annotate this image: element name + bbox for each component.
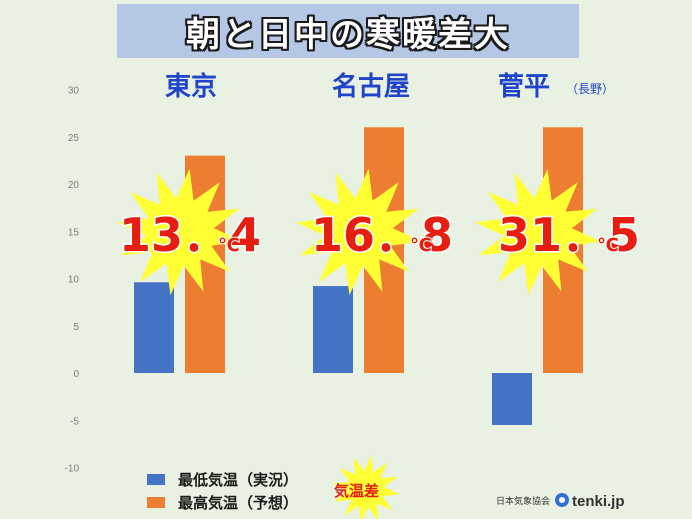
highlight-burst-2	[474, 168, 602, 296]
y-tick-label: 30	[68, 86, 80, 97]
title-banner: 朝と日中の寒暖差大	[117, 4, 579, 58]
difference-unit-1: ℃	[410, 235, 432, 256]
difference-value-0: 13．4	[119, 208, 261, 262]
bar-min-temp-1	[313, 286, 353, 373]
city-label-0: 東京	[165, 71, 217, 102]
y-tick-label: 25	[68, 133, 80, 144]
difference-value-1: 16．8	[311, 208, 453, 262]
y-tick-label: 0	[73, 369, 79, 380]
y-tick-label: -5	[70, 416, 79, 427]
legend-swatch-max	[147, 497, 165, 508]
legend-label-min: 最低気温（実況）	[178, 471, 298, 489]
chart-title: 朝と日中の寒暖差大	[186, 14, 510, 55]
difference-key-burst	[332, 455, 400, 519]
city-label-1: 名古屋	[332, 71, 410, 102]
legend-swatch-min	[147, 474, 165, 485]
y-tick-label: 5	[73, 322, 79, 333]
difference-unit-0: ℃	[218, 235, 240, 256]
y-tick-label: -10	[65, 464, 80, 475]
highlight-burst-1	[295, 168, 423, 296]
city-label-2: 菅平	[498, 72, 550, 102]
y-tick-label: 20	[68, 180, 80, 191]
city-note-2: （長野）	[566, 82, 614, 96]
y-tick-label: 15	[68, 227, 80, 238]
tenki-logo-icon-inner	[559, 497, 565, 503]
credit-org: 日本気象協会	[496, 495, 550, 507]
y-tick-label: 10	[68, 275, 80, 286]
bar-min-temp-2	[492, 373, 532, 425]
credit-site: tenki.jp	[572, 493, 625, 510]
bar-min-temp-0	[134, 282, 174, 373]
legend-label-max: 最高気温（予想）	[178, 494, 298, 512]
highlight-burst-0	[116, 168, 244, 296]
difference-value-2: 31．5	[498, 208, 640, 262]
difference-unit-2: ℃	[597, 235, 619, 256]
difference-key-label: 気温差	[334, 482, 379, 500]
